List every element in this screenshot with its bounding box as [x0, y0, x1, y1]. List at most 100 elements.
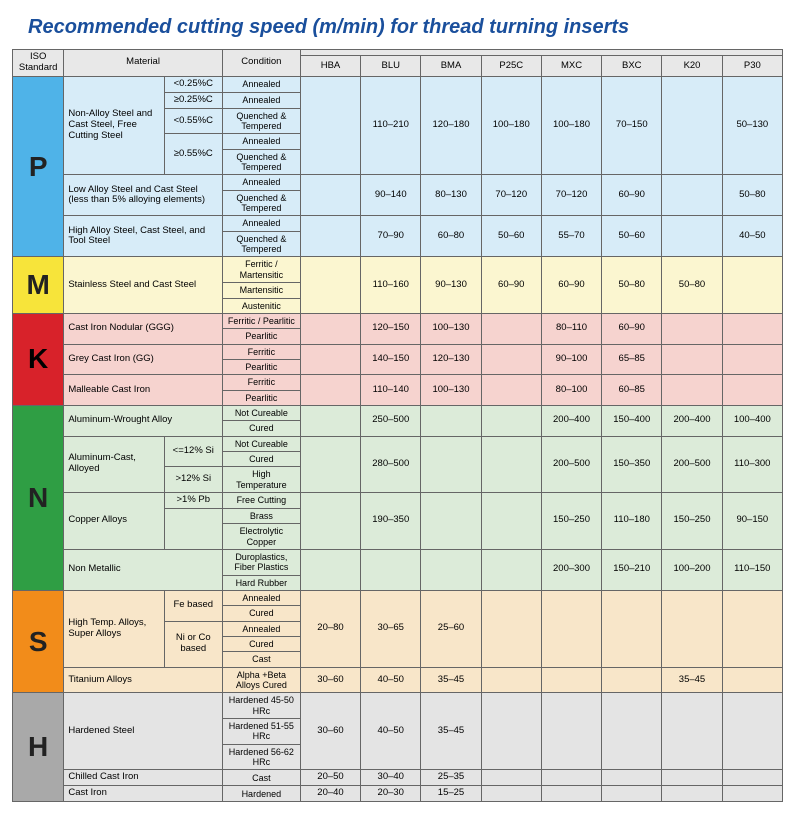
iso-M: M: [13, 257, 64, 313]
value-cell: 35–45: [421, 693, 481, 770]
value-cell: [300, 257, 360, 313]
condition-cell: Cast: [222, 652, 300, 667]
value-cell: [481, 667, 541, 693]
value-cell: 30–60: [300, 693, 360, 770]
value-cell: 50–130: [722, 76, 782, 175]
material-cell: Malleable Cast Iron: [64, 375, 222, 406]
condition-cell: Ferritic: [222, 375, 300, 390]
material-cell: Chilled Cast Iron: [64, 770, 222, 786]
condition-cell: Hard Rubber: [222, 575, 300, 590]
value-cell: [662, 590, 722, 667]
value-cell: [481, 375, 541, 406]
iso-N: N: [13, 405, 64, 590]
value-cell: 30–60: [300, 667, 360, 693]
material-sub-cell: ≥0.25%C: [164, 92, 222, 108]
material-cell: Copper Alloys: [64, 492, 164, 549]
value-cell: [602, 693, 662, 770]
value-cell: 110–150: [722, 549, 782, 590]
table-row: Grey Cast Iron (GG)Ferritic140–150120–13…: [13, 344, 783, 359]
value-cell: [541, 590, 601, 667]
condition-cell: Cured: [222, 606, 300, 621]
material-sub-cell: >12% Si: [164, 467, 222, 493]
material-cell: Hardened Steel: [64, 693, 222, 770]
value-cell: 60–90: [602, 313, 662, 344]
material-cell: Grey Cast Iron (GG): [64, 344, 222, 375]
value-cell: [481, 313, 541, 344]
condition-cell: Quenched & Tempered: [222, 108, 300, 134]
value-cell: 110–210: [361, 76, 421, 175]
value-cell: 60–85: [602, 375, 662, 406]
value-cell: [300, 313, 360, 344]
table-row: SHigh Temp. Alloys, Super AlloysFe based…: [13, 590, 783, 605]
value-cell: 110–140: [361, 375, 421, 406]
value-cell: 80–100: [541, 375, 601, 406]
material-cell: Low Alloy Steel and Cast Steel (less tha…: [64, 175, 222, 216]
condition-cell: Quenched & Tempered: [222, 149, 300, 175]
iso-K: K: [13, 313, 64, 405]
condition-cell: High Temperature: [222, 467, 300, 493]
condition-cell: Annealed: [222, 92, 300, 108]
condition-cell: Alpha +Beta Alloys Cured: [222, 667, 300, 693]
condition-cell: Annealed: [222, 134, 300, 149]
condition-cell: Pearlitic: [222, 329, 300, 344]
value-cell: 200–500: [541, 436, 601, 492]
value-cell: [602, 667, 662, 693]
material-cell: Aluminum-Wrought Alloy: [64, 405, 222, 436]
value-cell: 120–130: [421, 344, 481, 375]
material-cell: High Alloy Steel, Cast Steel, and Tool S…: [64, 216, 222, 257]
material-sub-cell: ≥0.55%C: [164, 134, 222, 175]
value-cell: 80–130: [421, 175, 481, 216]
value-cell: [662, 344, 722, 375]
value-cell: [541, 667, 601, 693]
value-cell: 60–90: [602, 175, 662, 216]
condition-cell: Duroplastics, Fiber Plastics: [222, 549, 300, 575]
value-cell: 40–50: [361, 667, 421, 693]
value-cell: 110–180: [602, 492, 662, 549]
value-cell: 35–45: [662, 667, 722, 693]
value-cell: [662, 375, 722, 406]
value-cell: [662, 175, 722, 216]
value-cell: [662, 76, 722, 175]
table-row: Aluminum-Cast, Alloyed<=12% SiNot Cureab…: [13, 436, 783, 451]
value-cell: [662, 313, 722, 344]
material-sub-cell: <=12% Si: [164, 436, 222, 467]
value-cell: 20–40: [300, 786, 360, 802]
condition-cell: Pearlitic: [222, 359, 300, 374]
value-cell: [722, 693, 782, 770]
material-sub-cell: >1% Pb: [164, 492, 222, 508]
value-cell: [722, 257, 782, 313]
value-cell: [662, 770, 722, 786]
condition-cell: Hardened 45-50 HRc: [222, 693, 300, 719]
condition-cell: Quenched & Tempered: [222, 231, 300, 257]
value-cell: [541, 786, 601, 802]
value-cell: 120–180: [421, 76, 481, 175]
value-cell: 100–130: [421, 375, 481, 406]
value-cell: 20–30: [361, 786, 421, 802]
material-sub-cell: Fe based: [164, 590, 222, 621]
value-cell: 60–90: [481, 257, 541, 313]
condition-cell: Hardened: [222, 786, 300, 802]
value-cell: 20–80: [300, 590, 360, 667]
iso-H: H: [13, 693, 64, 802]
value-cell: [722, 770, 782, 786]
value-cell: 25–35: [421, 770, 481, 786]
value-cell: 80–110: [541, 313, 601, 344]
condition-cell: Annealed: [222, 216, 300, 231]
material-cell: Titanium Alloys: [64, 667, 222, 693]
condition-cell: Annealed: [222, 76, 300, 92]
table-row: MStainless Steel and Cast SteelFerritic …: [13, 257, 783, 283]
value-cell: 15–25: [421, 786, 481, 802]
value-cell: 200–300: [541, 549, 601, 590]
header-col-blu: BLU: [361, 56, 421, 76]
value-cell: 100–200: [662, 549, 722, 590]
condition-cell: Cured: [222, 451, 300, 466]
value-cell: [481, 590, 541, 667]
material-cell: Aluminum-Cast, Alloyed: [64, 436, 164, 492]
condition-cell: Martensitic: [222, 283, 300, 298]
iso-S: S: [13, 590, 64, 692]
value-cell: 150–210: [602, 549, 662, 590]
table-header: ISO Standard Material Condition HBABLUBM…: [13, 50, 783, 77]
value-cell: [481, 549, 541, 590]
value-cell: [722, 375, 782, 406]
value-cell: 30–65: [361, 590, 421, 667]
